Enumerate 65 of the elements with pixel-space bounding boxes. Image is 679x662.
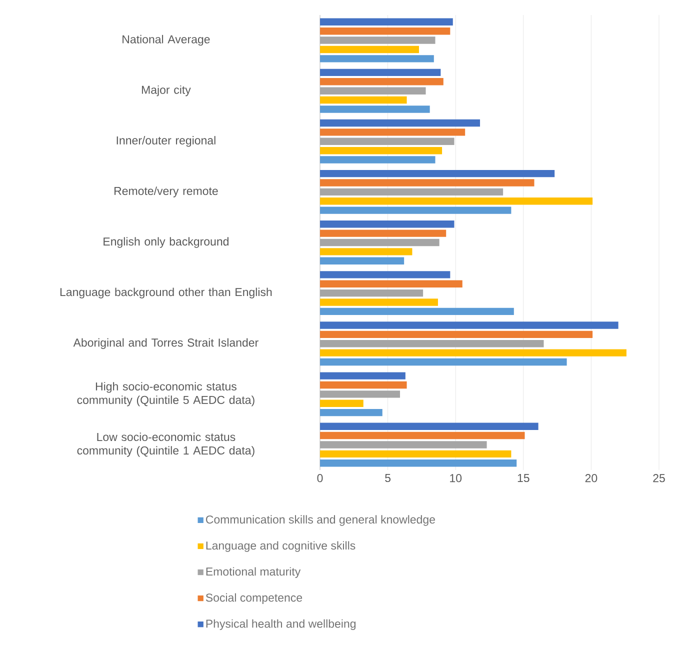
x-tick-label: 0	[317, 474, 323, 482]
bar	[320, 280, 462, 288]
legend-label: Physical health and wellbeing	[206, 619, 356, 630]
bar	[320, 106, 430, 113]
x-tick-label: 10	[450, 474, 462, 482]
y-tick-label: Low socio-economic status community (Quintile 1 AEDC data)	[77, 432, 254, 457]
bar	[320, 330, 593, 338]
bar	[320, 46, 419, 54]
bar	[320, 188, 504, 196]
bar	[320, 68, 441, 76]
bar	[320, 55, 434, 62]
bar	[320, 179, 534, 186]
y-tick-label: English only background	[104, 237, 228, 248]
bar	[320, 146, 442, 154]
bar	[320, 220, 454, 228]
bar	[320, 128, 466, 136]
bar	[320, 372, 406, 380]
bar	[320, 400, 364, 407]
bar	[320, 170, 555, 178]
bar	[320, 27, 450, 35]
bar	[320, 119, 480, 127]
bar	[320, 441, 487, 448]
y-tick-label: Remote/very remote	[114, 186, 218, 198]
legend-label: Emotional maturity	[206, 567, 301, 578]
bar	[320, 96, 407, 104]
y-tick-label: Major city	[142, 85, 191, 96]
bar	[320, 230, 446, 237]
x-tick-label: 5	[385, 474, 391, 482]
y-tick-label: High socio-economic status community (Quintile 5 AEDC data)	[77, 382, 254, 406]
bar	[320, 408, 382, 416]
bar	[320, 358, 567, 366]
bar	[320, 248, 412, 256]
bar	[320, 308, 514, 316]
legend-label: Communication skills and general knowledge	[206, 515, 435, 526]
bar	[320, 78, 444, 86]
legend-label: Language and cognitive skills	[206, 541, 356, 552]
bar	[320, 381, 407, 389]
x-tick-label: 25	[653, 474, 665, 482]
bar	[320, 349, 626, 356]
legend-label: Social competence	[206, 593, 302, 604]
bar	[320, 340, 544, 348]
bar	[320, 18, 453, 26]
bar	[320, 450, 512, 458]
y-tick-label: Aboriginal and Torres Strait Islander	[73, 338, 258, 349]
bar	[320, 257, 404, 264]
bar	[320, 87, 426, 94]
x-tick-label: 15	[518, 474, 530, 482]
bar	[320, 138, 454, 145]
bar	[320, 238, 440, 246]
bar	[320, 36, 436, 44]
bar	[320, 289, 424, 297]
bar	[320, 198, 593, 205]
y-tick-label: National Average	[122, 34, 210, 46]
bar	[320, 322, 618, 329]
bar	[320, 298, 438, 306]
bar	[320, 422, 538, 430]
bar	[320, 206, 512, 214]
bar	[320, 432, 525, 440]
bar	[320, 460, 517, 467]
y-tick-label: Inner/outer regional	[116, 136, 216, 147]
y-tick-label: Language background other than English	[60, 288, 272, 298]
x-tick-label: 20	[585, 474, 598, 482]
bar	[320, 390, 400, 398]
bar	[320, 271, 450, 278]
bar	[320, 156, 436, 164]
